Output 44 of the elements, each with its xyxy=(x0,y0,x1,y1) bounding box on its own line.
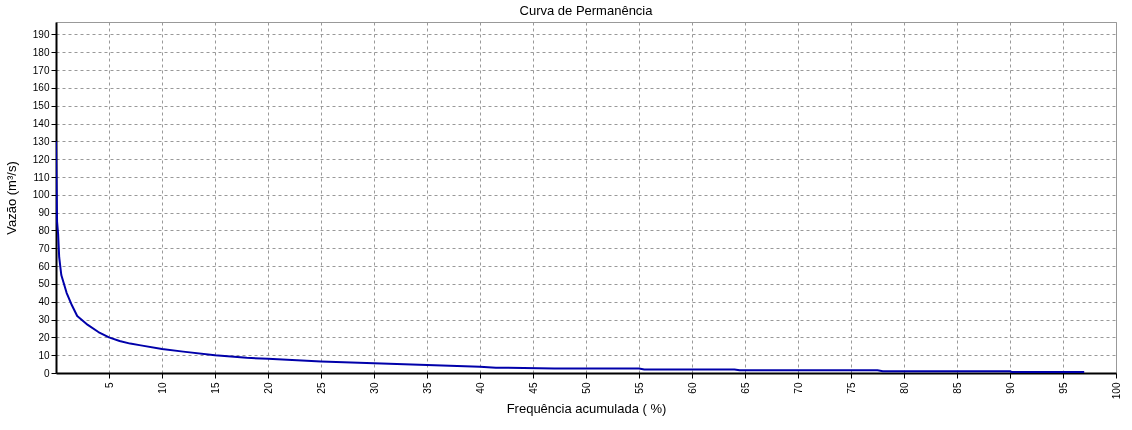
y-tick-label: 110 xyxy=(33,171,50,183)
y-tick-label: 40 xyxy=(38,296,50,308)
y-tick-label: 80 xyxy=(38,224,50,236)
x-tick-label: 70 xyxy=(792,382,804,394)
line-series xyxy=(56,140,1086,373)
x-tick-label: 55 xyxy=(633,382,645,394)
y-tick-label: 140 xyxy=(32,118,50,130)
y-tick-label: 130 xyxy=(32,135,50,147)
x-tick-label: 20 xyxy=(262,382,274,394)
x-tick-label: 45 xyxy=(527,382,539,394)
y-tick-label: 60 xyxy=(38,260,50,272)
y-tick-label: 160 xyxy=(32,82,50,94)
x-tick-label: 60 xyxy=(686,382,698,394)
x-tick-label: 85 xyxy=(951,382,963,394)
x-tick-label: 90 xyxy=(1004,382,1016,394)
y-tick-label: 180 xyxy=(32,46,50,58)
y-axis-title: Vazão (m³/s) xyxy=(3,161,19,235)
y-tick-label: 90 xyxy=(38,207,50,219)
x-tick-label: 40 xyxy=(474,382,486,394)
x-tick-label: 95 xyxy=(1057,382,1069,394)
x-tick-label: 15 xyxy=(209,382,221,394)
x-tick-label: 100 xyxy=(1110,382,1122,400)
x-tick-label: 30 xyxy=(368,382,380,394)
chart-title: Curva de Permanência xyxy=(519,3,654,18)
y-tick-label: 170 xyxy=(32,64,50,76)
x-tick-label: 75 xyxy=(845,382,857,394)
x-tick-label: 5 xyxy=(103,382,115,389)
y-tick-label: 10 xyxy=(38,349,50,361)
y-tick-label: 150 xyxy=(32,100,50,112)
y-tick-label: 70 xyxy=(38,242,50,254)
y-tick-label: 100 xyxy=(32,189,50,201)
y-tick-label: 30 xyxy=(38,314,50,326)
x-axis-title: Frequência acumulada ( %) xyxy=(506,401,667,417)
x-tick-label: 25 xyxy=(315,382,327,394)
x-tick-label: 35 xyxy=(421,382,433,394)
y-tick-label: 0 xyxy=(43,367,50,379)
x-tick-label: 50 xyxy=(580,382,592,394)
y-tick-label: 20 xyxy=(38,331,50,343)
x-tick-label: 80 xyxy=(898,382,910,394)
y-tick-label: 50 xyxy=(38,278,50,290)
y-tick-label: 190 xyxy=(32,28,50,40)
x-tick-label: 10 xyxy=(156,382,168,394)
y-tick-label: 120 xyxy=(32,153,50,165)
x-tick-label: 65 xyxy=(739,382,751,394)
